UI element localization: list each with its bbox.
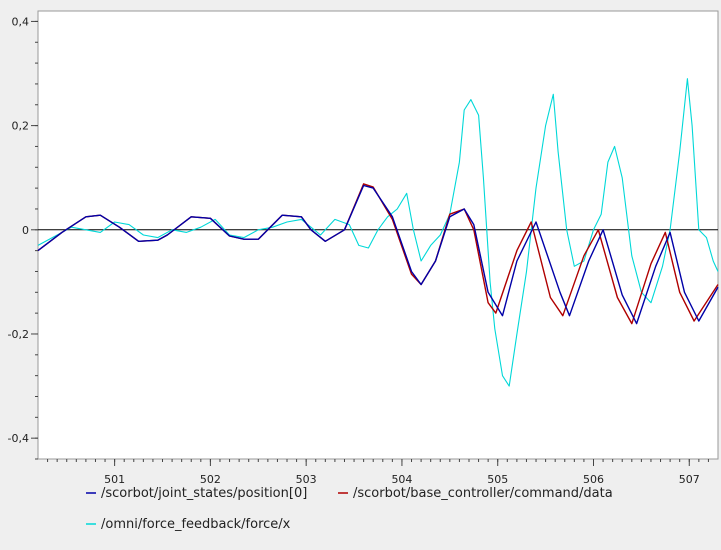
x-tick-label: 503: [296, 473, 317, 486]
y-tick-label: -0,4: [8, 432, 29, 445]
y-tick-label: -0,2: [8, 328, 29, 341]
x-tick-label: 505: [487, 473, 508, 486]
plot-canvas: [37, 10, 719, 460]
x-tick-label: 507: [679, 473, 700, 486]
legend-label: /scorbot/base_controller/command/data: [353, 486, 613, 501]
legend-label: /scorbot/joint_states/position[0]: [101, 486, 307, 501]
legend-label: /omni/force_feedback/force/x: [101, 517, 291, 532]
x-tick-label: 502: [200, 473, 221, 486]
series-line-2: [37, 78, 719, 387]
x-tick-label: 501: [104, 473, 125, 486]
y-tick-label: 0,4: [12, 15, 30, 28]
y-tick-label: 0,2: [12, 120, 30, 133]
x-tick-label: 506: [583, 473, 604, 486]
series-line-0: [37, 184, 719, 325]
x-tick-label: 504: [391, 473, 412, 486]
y-tick-label: 0: [22, 224, 29, 237]
